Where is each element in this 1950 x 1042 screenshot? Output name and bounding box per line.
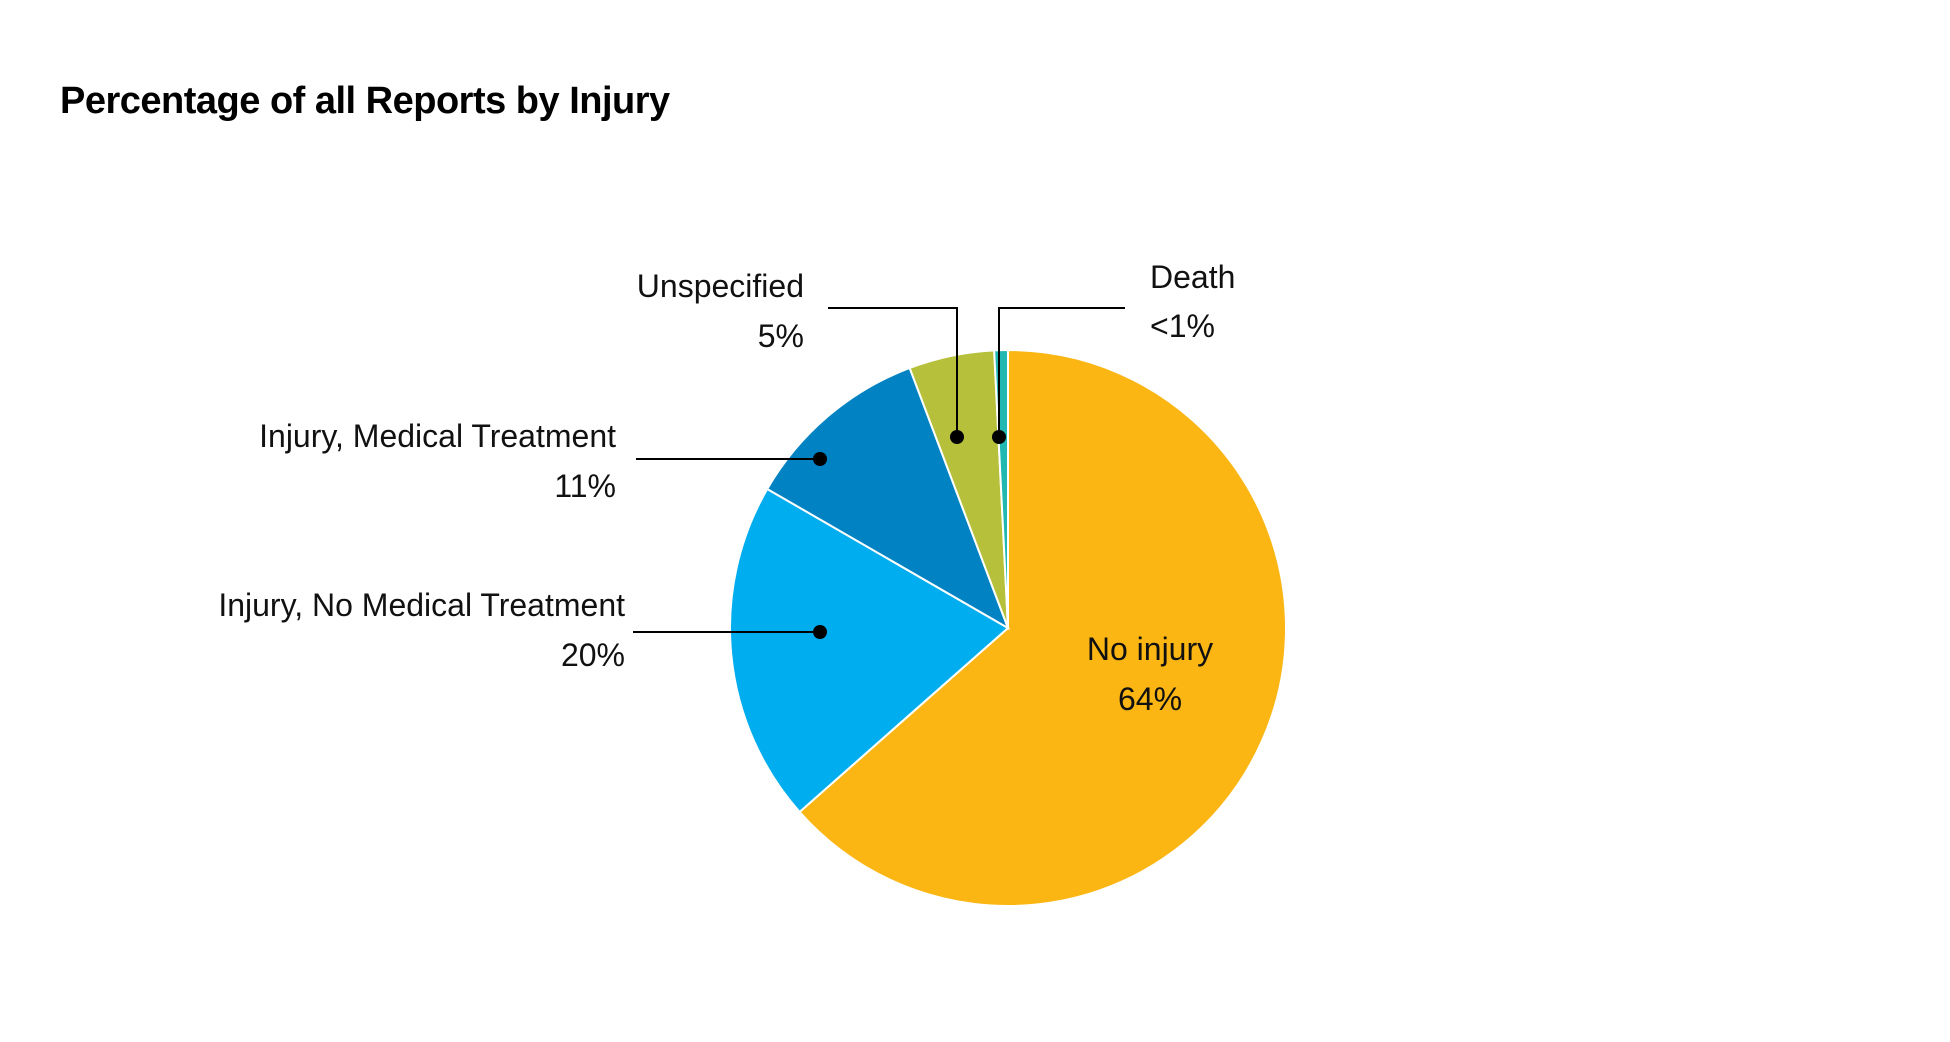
leader-dot-unspecified <box>950 430 964 444</box>
leader-line-death <box>998 307 1125 437</box>
leader-line-unspecified <box>828 307 958 437</box>
leader-lines <box>633 307 1125 639</box>
slice-label-injury-no-medical-treatment: Injury, No Medical Treatment <box>218 587 625 623</box>
leader-dot-injury-no-medical-treatment <box>813 625 827 639</box>
slice-injury-medical-treatment <box>765 366 1010 631</box>
slice-no-injury <box>798 348 1287 907</box>
slice-value-injury-medical-treatment: 11% <box>554 468 616 504</box>
slice-value-unspecified: 5% <box>758 318 804 354</box>
slice-value-injury-no-medical-treatment: 20% <box>561 637 625 673</box>
slice-label-death: Death <box>1150 259 1235 295</box>
leader-dot-death <box>992 430 1006 444</box>
slice-label-injury-medical-treatment: Injury, Medical Treatment <box>259 418 616 454</box>
slice-label-unspecified: Unspecified <box>637 268 804 304</box>
slice-labels: No injury 64% Injury, No Medical Treatment… <box>218 259 1235 717</box>
slice-label-no-injury: No injury <box>1087 631 1213 667</box>
slice-value-no-injury: 64% <box>1118 681 1182 717</box>
slice-injury-no-medical-treatment <box>729 487 1010 814</box>
pie-slices <box>729 348 1287 907</box>
slice-death <box>993 348 1009 629</box>
leader-dot-injury-medical-treatment <box>813 452 827 466</box>
slice-value-death: <1% <box>1150 308 1215 344</box>
chart-title: Percentage of all Reports by Injury <box>60 80 670 122</box>
